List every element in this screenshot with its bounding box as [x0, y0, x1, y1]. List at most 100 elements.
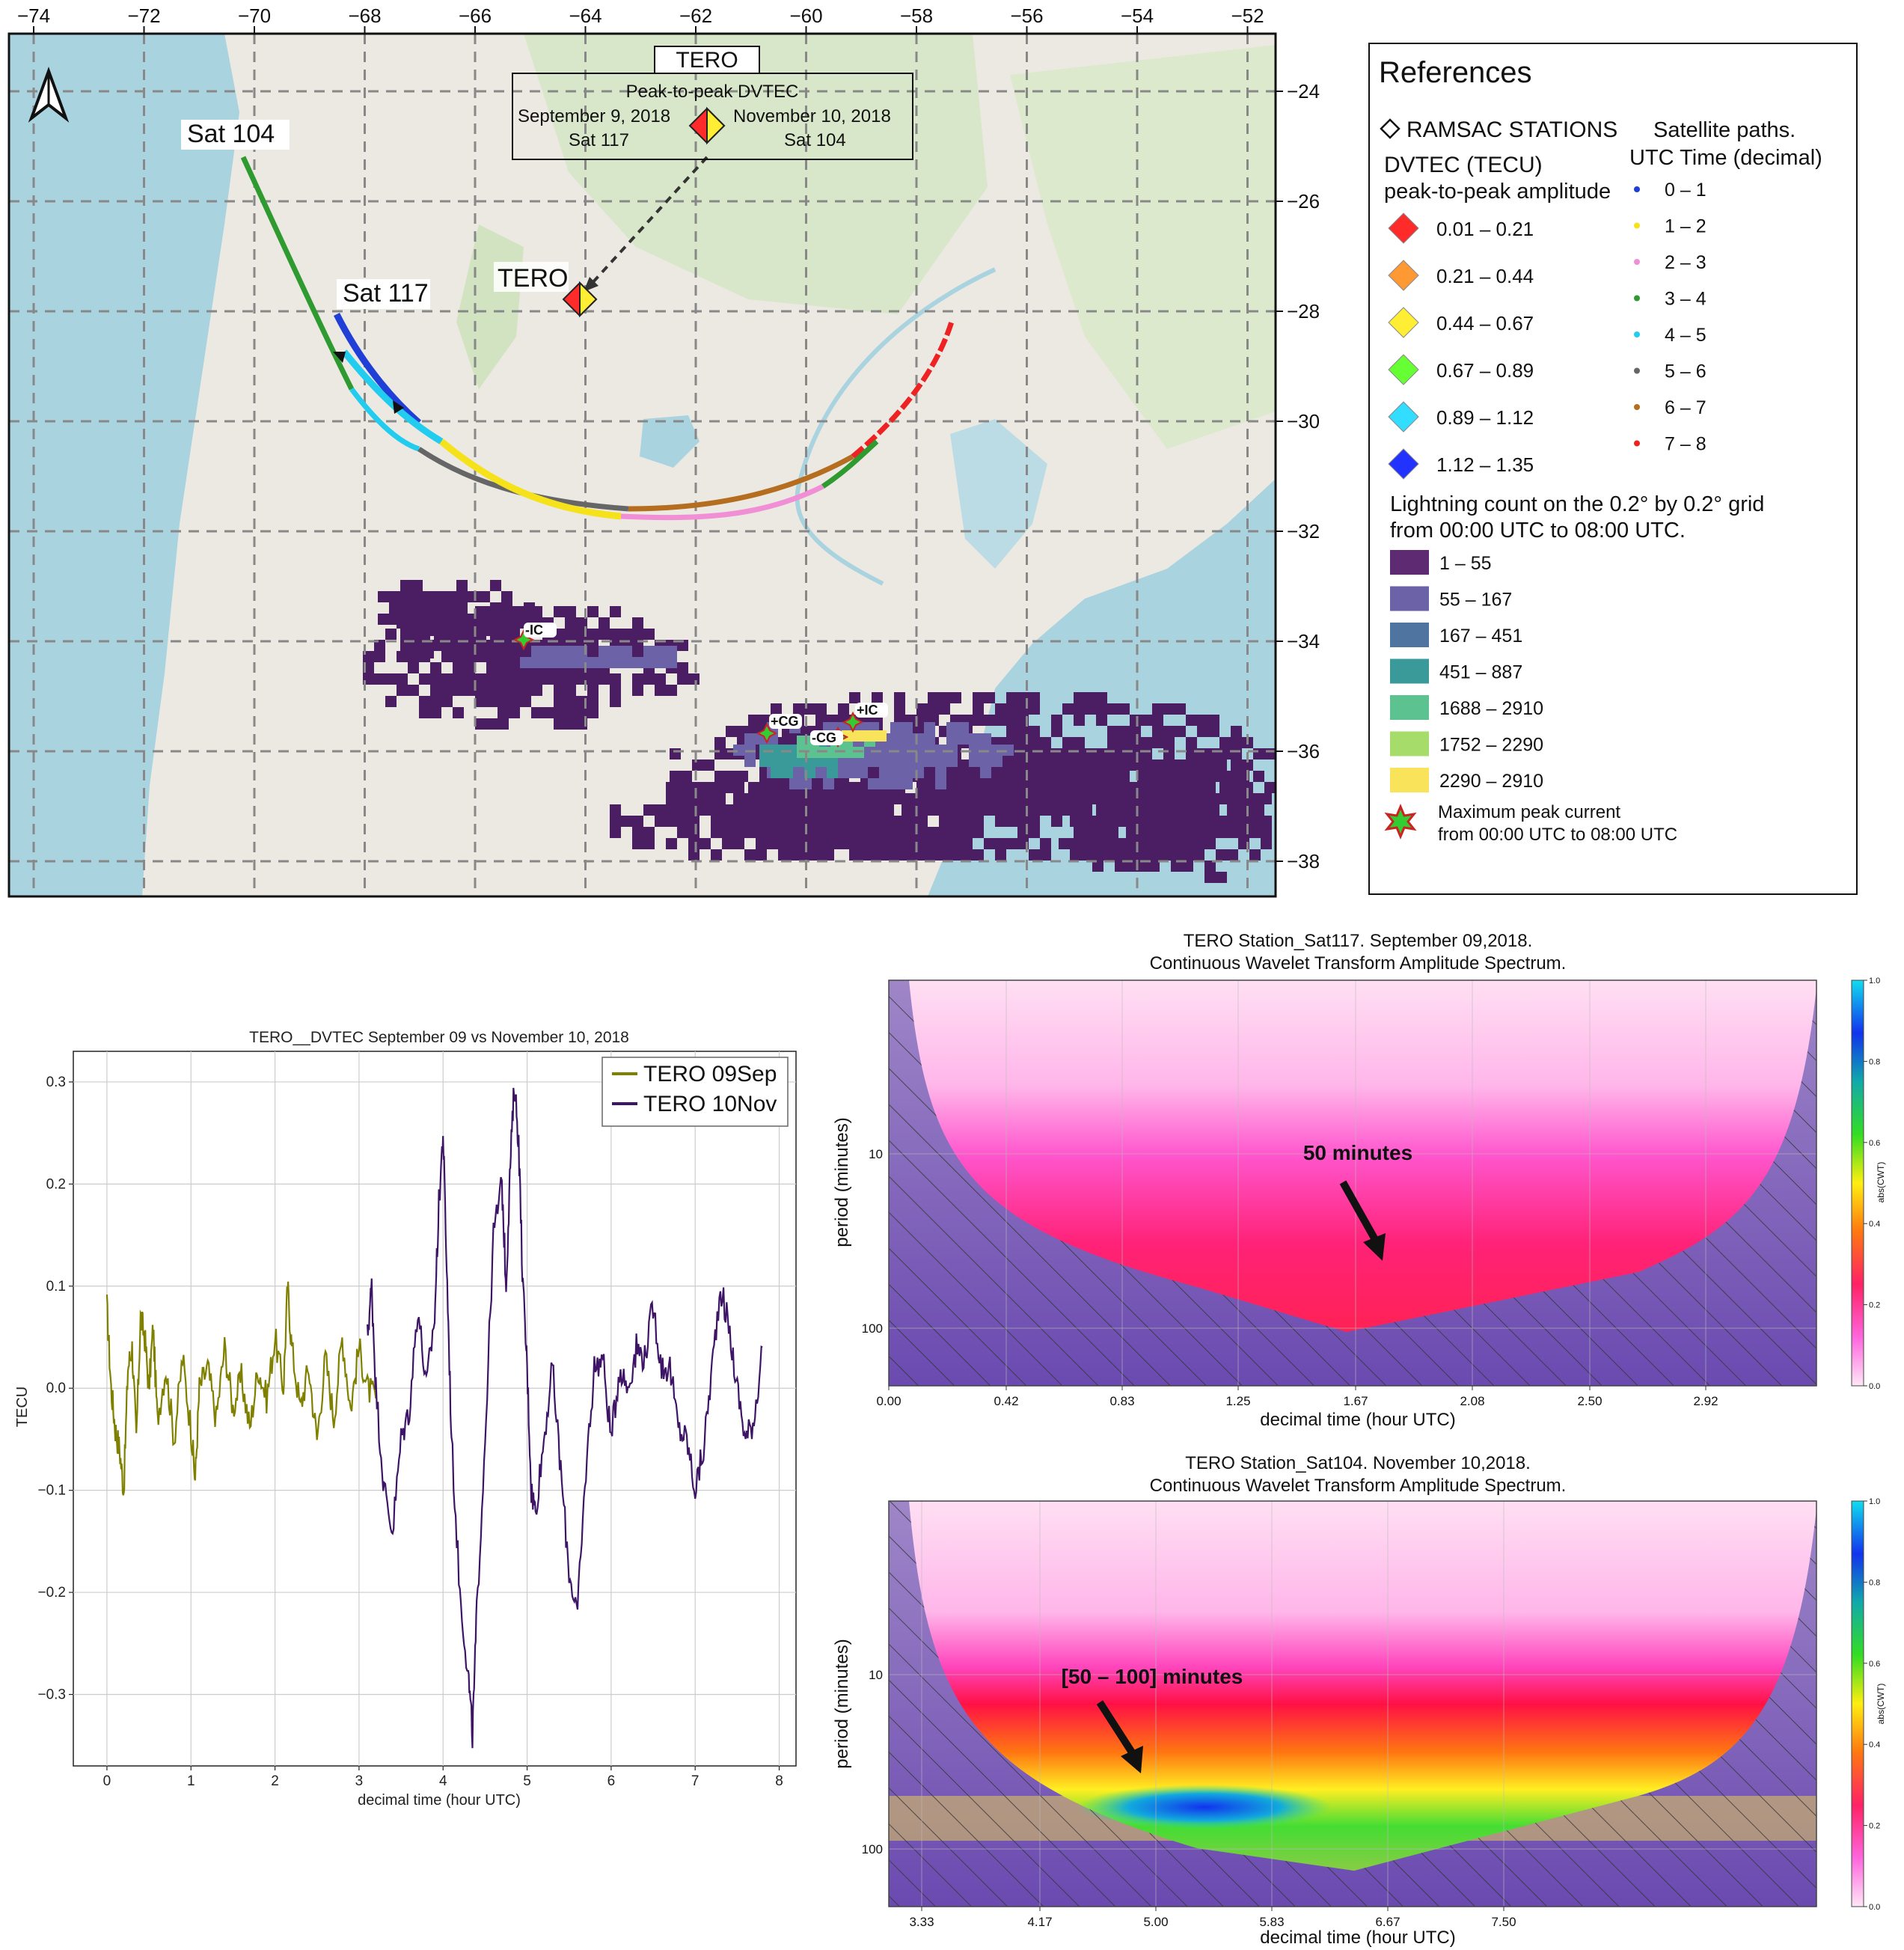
lightning-cell: [1070, 793, 1081, 804]
lightning-cell: [1208, 726, 1219, 737]
utc-class-dot: [1634, 295, 1640, 302]
lightning-cell: [890, 778, 902, 789]
cwt2-arrow-head: [1121, 1746, 1143, 1773]
lightning-cell: [845, 756, 857, 767]
lightning-cell: [1074, 692, 1085, 703]
lightning-cell: [531, 657, 542, 668]
flash-label-bg: [769, 714, 802, 729]
lightning-cell: [984, 838, 995, 849]
cwt2-xlabel: decimal time (hour UTC): [1260, 1928, 1455, 1948]
lightning-cell: [744, 827, 756, 838]
ramsac-label: RAMSAC STATIONS: [1406, 117, 1617, 142]
lightning-cell: [961, 816, 973, 827]
cwt2-ylabel: period (minutes): [832, 1639, 852, 1768]
lightning-cell: [501, 647, 512, 658]
lightning-cell: [868, 804, 879, 816]
lightning-cell: [939, 692, 950, 703]
station-label-bg: [494, 262, 569, 292]
lightning-cell: [524, 602, 535, 614]
lightning-cell: [902, 767, 913, 778]
inset-right-date: November 10, 2018: [733, 106, 891, 126]
lightning-cell: [733, 793, 744, 804]
lightning-cell: [1208, 748, 1219, 759]
lightning-cell: [1193, 816, 1204, 827]
lightning-cell: [1148, 771, 1160, 782]
cwt1-subtitle: Continuous Wavelet Transform Amplitude S…: [1150, 953, 1567, 974]
tero-station-marker[interactable]: [562, 281, 598, 318]
lightning-cell: [565, 696, 576, 707]
lightning-cell: [1182, 771, 1193, 782]
lightning-cell: [958, 733, 969, 745]
lightning-cell: [520, 696, 531, 707]
lightning-cell: [1182, 804, 1193, 816]
lightning-cell: [1137, 816, 1148, 827]
tero-title: TERO: [676, 48, 738, 73]
lightning-cell: [1160, 804, 1171, 816]
lightning-cell: [411, 602, 423, 614]
lightning-cell: [1115, 782, 1126, 793]
flash-label-bg: [810, 730, 843, 745]
lightning-cell: [812, 782, 823, 793]
lightning-cell: [1160, 838, 1171, 849]
lightning-cell: [879, 816, 890, 827]
lightning-cell: [655, 673, 666, 685]
lightning-cell: [744, 849, 756, 861]
lightning-cell: [834, 816, 845, 827]
lightning-cell: [531, 646, 542, 657]
lightning-cell: [950, 692, 961, 703]
lightning-cell: [1171, 771, 1182, 782]
lightning-cell: [434, 591, 445, 602]
lightning-cell: [490, 580, 501, 591]
lightning-cell: [400, 625, 411, 636]
lightning-cell: [1148, 804, 1160, 816]
lightning-cell: [823, 793, 834, 804]
line-chart-legend: TERO 09Sep TERO 10Nov: [601, 1057, 789, 1127]
lightning-cell: [643, 657, 655, 668]
lightning-cell: [666, 657, 677, 668]
lightning-cell: [1231, 748, 1242, 759]
dvtec-line-chart: TERO__DVTEC September 09 vs November 10,…: [14, 1029, 797, 1809]
lightning-cell: [890, 767, 902, 778]
lightning-cell: [1062, 759, 1074, 771]
lightning-cell: [1276, 782, 1287, 793]
lightning-cell: [973, 782, 984, 793]
lightning-cell: [1029, 748, 1040, 759]
lightning-cell: [1163, 726, 1175, 737]
lightning-cell: [1029, 759, 1040, 771]
line-chart-ticks: 0 1 2 3 4 5 6 7 8 −0.3 −0.2 −0.1 0.0 0.1 0.2 0.3: [37, 1075, 783, 1789]
lightning-cell: [643, 838, 655, 849]
lightning-cell: [950, 782, 961, 793]
lightning-cell: [812, 816, 823, 827]
lightning-cell: [1126, 759, 1137, 771]
lightning-cell: [397, 673, 408, 685]
lightning-cell: [419, 673, 430, 685]
cwt1-xlabel: decimal time (hour UTC): [1260, 1410, 1455, 1430]
lightning-cell: [808, 747, 819, 758]
lightning-cell: [1107, 748, 1118, 759]
sat104-path-3-4: [240, 156, 355, 391]
lightning-cell: [411, 580, 423, 591]
lightning-cell: [857, 756, 868, 767]
lightning-cell: [969, 756, 980, 767]
lightning-cell: [1074, 771, 1085, 782]
lightning-cell: [1242, 759, 1253, 771]
flash-label: +IC: [857, 703, 878, 718]
lightning-cell: [1126, 838, 1137, 849]
lightning-class-label: 1752 – 2290: [1439, 735, 1543, 756]
lightning-cell: [726, 726, 737, 737]
lightning-cell: [1141, 737, 1152, 748]
lightning-cell: [902, 793, 913, 804]
colorbar-tick-label: 1.0: [1869, 976, 1880, 985]
colorbar-tick-label: 0.0: [1869, 1382, 1880, 1391]
x-tick-label: 1: [187, 1773, 195, 1789]
lightning-cell: [688, 782, 700, 793]
series-line-0: [105, 1281, 377, 1496]
cwt-x-tick-label: 2.92: [1693, 1394, 1718, 1408]
lightning-cell: [980, 767, 991, 778]
lightning-cell: [1126, 849, 1137, 861]
peak-current-star-icon: [512, 629, 535, 651]
lightning-cell: [1137, 759, 1148, 771]
cwt2-arrow: [1096, 1700, 1137, 1757]
dvtec-title: DVTEC (TECU): [1384, 153, 1543, 177]
lon-tick-label: −58: [900, 4, 933, 27]
